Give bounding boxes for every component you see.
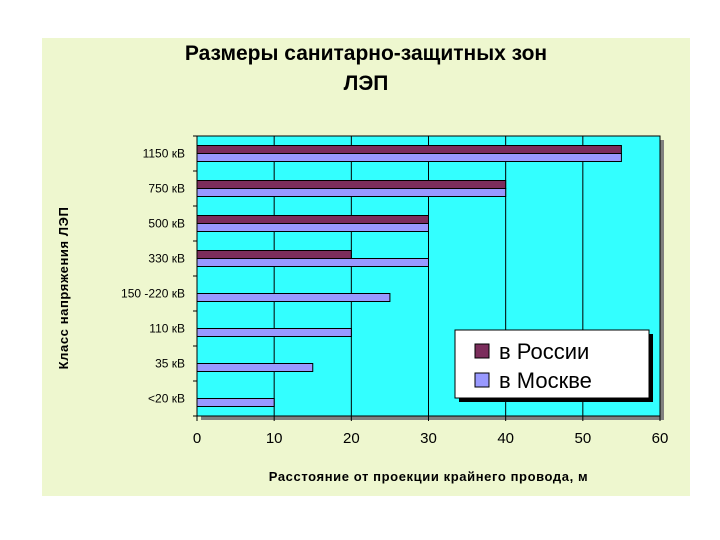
bar-moscow [196,188,507,197]
chart-title-line-2: ЛЭП [343,72,389,95]
chart-title-line-1: Размеры санитарно-защитных зон [184,42,548,65]
y-tick-label: 1150 кВ [143,147,185,161]
bar-moscow [196,153,622,162]
x-tick-label: 60 [652,430,669,447]
y-tick-label: 35 кВ [155,357,185,371]
y-tick-label: 150 -220 кВ [121,287,185,301]
legend-label: в России [499,339,589,364]
bar-moscow [196,328,352,337]
legend-swatch [474,372,490,388]
y-tick-label: 110 кВ [149,322,185,336]
y-axis-label: Класс напряжения ЛЭП [56,207,71,370]
x-tick-label: 20 [343,430,360,447]
bar-moscow [196,363,314,372]
x-tick-label: 10 [266,430,283,447]
chart-svg: 1150 кВ 750 кВ 500 кВ 330 кВ 150 -220 кВ 110 … [56,135,669,484]
legend-label: в Москве [499,368,592,393]
bar-moscow [196,258,429,267]
bar-russia [196,250,352,259]
y-tick-label: 500 кВ [148,217,185,231]
x-tick-label: 30 [420,430,437,447]
x-tick-label: 50 [574,430,591,447]
legend-swatch [474,343,490,359]
y-tick-label: <20 кВ [148,392,185,406]
bar-moscow [196,223,429,232]
x-tick-label: 0 [193,430,201,447]
bar-russia [196,180,507,189]
bar-moscow [196,398,275,407]
x-axis-label: Расстояние от проекции крайнего провода,… [269,469,588,484]
x-tick-label: 40 [497,430,514,447]
chart-figure: Размеры санитарно-защитных зон ЛЭП 1150 … [42,38,690,496]
bar-moscow [196,293,391,302]
y-tick-label: 750 кВ [148,182,185,196]
bar-russia [196,145,622,154]
y-tick-label: 330 кВ [148,252,185,266]
bar-russia [196,215,429,224]
